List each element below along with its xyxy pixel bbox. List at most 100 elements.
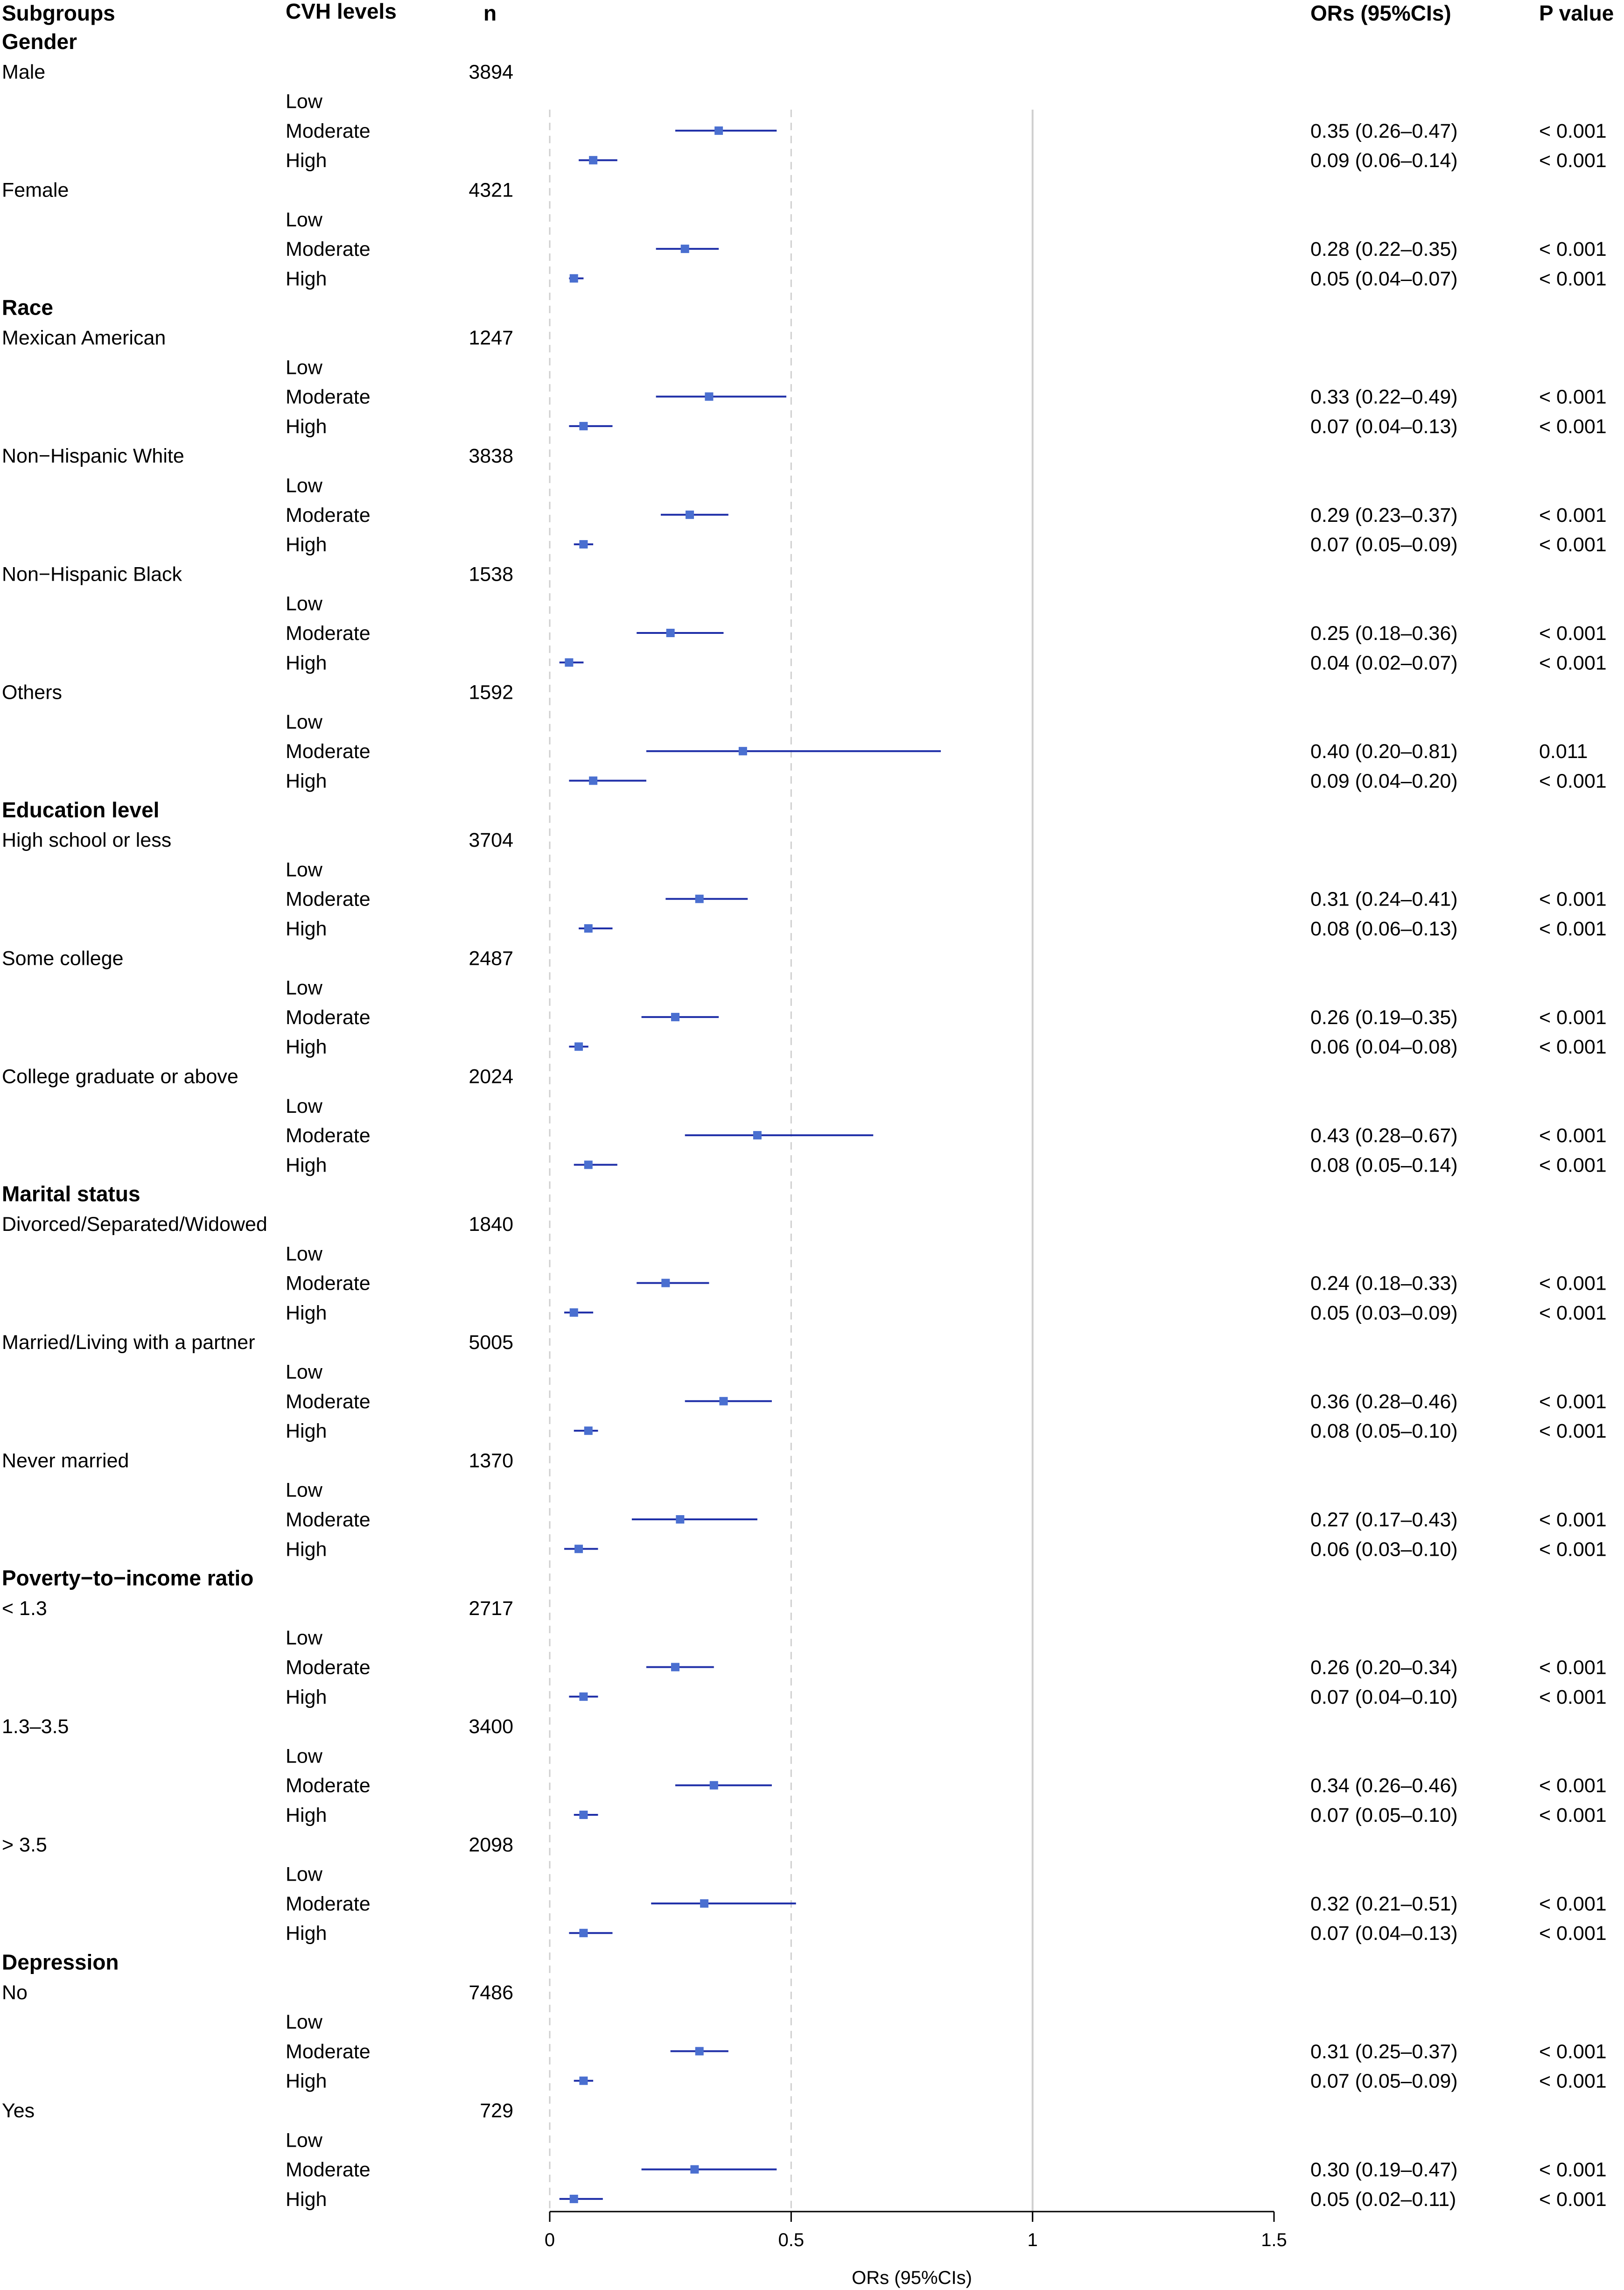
cvh-level-label: High <box>286 770 327 793</box>
subgroup-n: 3400 <box>469 1715 513 1738</box>
subgroup-n: 1592 <box>469 681 513 704</box>
subgroup-label: Mexican American <box>2 327 166 349</box>
cvh-level-label: Low <box>286 1095 323 1117</box>
or-ci-text: 0.26 (0.19–0.35) <box>1310 1006 1458 1029</box>
subgroup-label: Never married <box>2 1449 129 1472</box>
group-label: Education level <box>2 798 159 822</box>
group-label: Poverty−to−income ratio <box>2 1566 253 1590</box>
p-value: < 0.001 <box>1539 1391 1607 1413</box>
or-point <box>738 747 747 756</box>
or-point <box>579 1692 588 1701</box>
or-ci-text: 0.04 (0.02–0.07) <box>1310 652 1458 674</box>
or-point <box>671 1663 680 1672</box>
cvh-level-label: Low <box>286 1243 323 1265</box>
subgroup-label: Non−Hispanic Black <box>2 563 182 585</box>
p-value: < 0.001 <box>1539 504 1607 527</box>
or-point <box>695 894 704 903</box>
or-ci-text: 0.06 (0.03–0.10) <box>1310 1538 1458 1560</box>
or-ci-text: 0.05 (0.02–0.11) <box>1310 2188 1456 2211</box>
or-point <box>569 274 578 283</box>
p-value: < 0.001 <box>1539 267 1607 290</box>
or-ci-text: 0.24 (0.18–0.33) <box>1310 1272 1458 1295</box>
or-point <box>569 1308 578 1317</box>
or-point <box>705 392 714 401</box>
p-value: < 0.001 <box>1539 770 1607 793</box>
cvh-level-label: Low <box>286 711 323 733</box>
p-value: < 0.001 <box>1539 415 1607 438</box>
cvh-level-label: High <box>286 534 327 556</box>
or-ci-text: 0.06 (0.04–0.08) <box>1310 1036 1458 1058</box>
x-tick-label: 0 <box>545 2230 555 2250</box>
subgroup-label: Some college <box>2 947 124 969</box>
or-point <box>666 629 675 637</box>
cvh-level-label: Low <box>286 977 323 999</box>
cvh-level-label: High <box>286 2188 327 2211</box>
subgroup-n: 5005 <box>469 1331 513 1354</box>
p-value: < 0.001 <box>1539 1036 1607 1058</box>
or-point <box>569 2194 578 2203</box>
or-ci-text: 0.07 (0.05–0.10) <box>1310 1804 1458 1826</box>
header-row: Subgroups CVH levels n ORs (95%CIs) P va… <box>2 0 1614 25</box>
subgroup-n: 1370 <box>469 1449 513 1472</box>
cvh-level-label: Low <box>286 1361 323 1384</box>
or-ci-text: 0.35 (0.26–0.47) <box>1310 120 1458 142</box>
subgroup-n: 2098 <box>469 1833 513 1856</box>
p-value: < 0.001 <box>1539 622 1607 645</box>
or-point <box>700 1899 709 1908</box>
cvh-level-label: High <box>286 267 327 290</box>
cvh-level-label: Moderate <box>286 1893 371 1915</box>
subgroup-label: Divorced/Separated/Widowed <box>2 1213 267 1236</box>
cvh-level-label: Moderate <box>286 740 371 763</box>
subgroup-label: > 3.5 <box>2 1833 47 1856</box>
cvh-level-label: Moderate <box>286 238 371 260</box>
cvh-level-label: High <box>286 149 327 172</box>
cvh-level-label: High <box>286 2070 327 2093</box>
subgroup-label: 1.3–3.5 <box>2 1715 69 1738</box>
or-ci-text: 0.09 (0.04–0.20) <box>1310 770 1458 793</box>
cvh-level-label: Moderate <box>286 120 371 142</box>
group-label: Race <box>2 295 53 320</box>
cvh-level-label: Moderate <box>286 1124 371 1147</box>
or-ci-text: 0.30 (0.19–0.47) <box>1310 2159 1458 2181</box>
p-value: < 0.001 <box>1539 1657 1607 1679</box>
or-ci-text: 0.07 (0.04–0.10) <box>1310 1686 1458 1708</box>
cvh-level-label: High <box>286 1154 327 1176</box>
or-point <box>680 245 689 253</box>
or-ci-text: 0.40 (0.20–0.81) <box>1310 740 1458 763</box>
cvh-level-label: Low <box>286 593 323 615</box>
or-ci-text: 0.29 (0.23–0.37) <box>1310 504 1458 527</box>
x-axis-label: ORs (95%CIs) <box>852 2268 972 2288</box>
cvh-level-label: Low <box>286 1479 323 1502</box>
header-n: n <box>483 1 497 25</box>
p-value: < 0.001 <box>1539 2070 1607 2093</box>
x-tick-label: 1.5 <box>1261 2230 1287 2250</box>
p-value: < 0.001 <box>1539 918 1607 940</box>
cvh-level-label: Low <box>286 2011 323 2033</box>
or-point <box>579 1811 588 1819</box>
x-axis: 0 0.5 1 1.5 ORs (95%CIs) <box>545 2211 1287 2288</box>
cvh-level-label: High <box>286 1036 327 1058</box>
p-value: < 0.001 <box>1539 1804 1607 1826</box>
subgroup-n: 3838 <box>469 445 513 467</box>
subgroup-n: 2024 <box>469 1066 513 1088</box>
subgroup-n: 2717 <box>469 1597 513 1620</box>
or-point <box>686 510 694 519</box>
group-label: Marital status <box>2 1182 140 1206</box>
cvh-level-label: Moderate <box>286 622 371 645</box>
or-ci-text: 0.27 (0.17–0.43) <box>1310 1509 1458 1531</box>
p-value: < 0.001 <box>1539 1893 1607 1915</box>
p-value: 0.011 <box>1539 740 1588 763</box>
or-point <box>584 1426 593 1435</box>
or-point <box>719 1397 728 1405</box>
or-ci-text: 0.07 (0.05–0.09) <box>1310 534 1458 556</box>
p-value: < 0.001 <box>1539 386 1607 408</box>
cvh-level-label: Moderate <box>286 386 371 408</box>
p-value: < 0.001 <box>1539 1006 1607 1029</box>
p-value: < 0.001 <box>1539 1775 1607 1797</box>
or-ci-text: 0.05 (0.03–0.09) <box>1310 1302 1458 1324</box>
cvh-level-label: Moderate <box>286 1775 371 1797</box>
or-ci-text: 0.07 (0.04–0.13) <box>1310 1922 1458 1945</box>
cvh-level-label: High <box>286 415 327 438</box>
subgroup-n: 3894 <box>469 61 513 83</box>
header-subgroups: Subgroups <box>2 1 115 25</box>
